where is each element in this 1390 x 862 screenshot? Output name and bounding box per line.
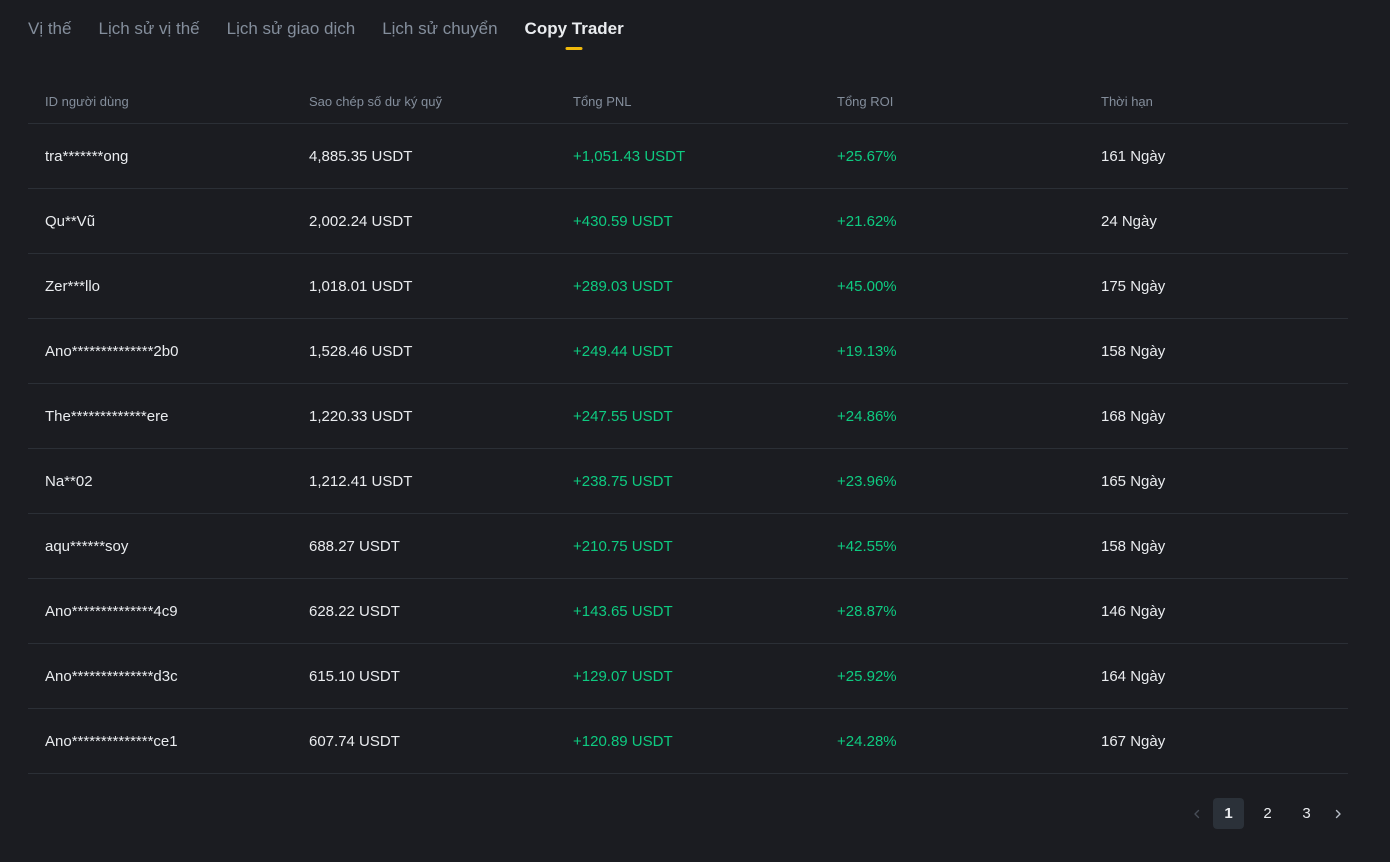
cell-total-roi: +23.96% — [837, 472, 897, 490]
page-button-3[interactable]: 3 — [1302, 805, 1311, 822]
cell-user-id: Ano**************d3c — [45, 667, 178, 685]
tab-transfer-history[interactable]: Lịch sử chuyển — [382, 0, 497, 39]
cell-copy-margin: 607.74 USDT — [309, 732, 400, 750]
cell-total-roi: +25.92% — [837, 667, 897, 685]
tab-label: Copy Trader — [524, 19, 624, 38]
active-tab-indicator — [565, 47, 583, 50]
cell-duration: 164 Ngày — [1101, 667, 1166, 685]
cell-total-pnl: +129.07 USDT — [573, 667, 673, 685]
tab-positions[interactable]: Vị thế — [28, 0, 71, 39]
table-header: ID người dùng Sao chép số dư ký quỹ Tổng… — [28, 79, 1348, 124]
cell-duration: 168 Ngày — [1101, 407, 1166, 425]
cell-user-id: The*************ere — [45, 407, 169, 425]
cell-copy-margin: 2,002.24 USDT — [309, 212, 413, 230]
copy-traders-table: ID người dùng Sao chép số dư ký quỹ Tổng… — [28, 79, 1348, 774]
table-row: Ano**************ce1 607.74 USDT +120.89… — [28, 709, 1348, 774]
cell-copy-margin: 1,528.46 USDT — [309, 342, 413, 360]
cell-copy-margin: 628.22 USDT — [309, 602, 400, 620]
table-row: The*************ere 1,220.33 USDT +247.5… — [28, 384, 1348, 449]
cell-copy-margin: 4,885.35 USDT — [309, 147, 413, 165]
cell-duration: 167 Ngày — [1101, 732, 1166, 750]
cell-total-pnl: +120.89 USDT — [573, 732, 673, 750]
cell-total-pnl: +210.75 USDT — [573, 537, 673, 555]
cell-copy-margin: 1,018.01 USDT — [309, 277, 413, 295]
header-total-roi: Tổng ROI — [837, 93, 894, 109]
chevron-left-icon — [1194, 809, 1200, 818]
cell-copy-margin: 688.27 USDT — [309, 537, 400, 555]
cell-total-roi: +19.13% — [837, 342, 897, 360]
cell-user-id: Ano**************2b0 — [45, 342, 179, 360]
cell-total-roi: +24.28% — [837, 732, 897, 750]
cell-total-roi: +28.87% — [837, 602, 897, 620]
page-button-1[interactable]: 1 — [1213, 798, 1244, 829]
cell-user-id: Zer***llo — [45, 277, 101, 295]
header-total-pnl: Tổng PNL — [573, 93, 632, 109]
cell-user-id: Ano**************ce1 — [45, 732, 178, 750]
cell-total-roi: +42.55% — [837, 537, 897, 555]
tab-bar: Vị thế Lịch sử vị thế Lịch sử giao dịch … — [28, 0, 651, 60]
cell-copy-margin: 1,212.41 USDT — [309, 472, 413, 490]
table-row: Ano**************4c9 628.22 USDT +143.65… — [28, 579, 1348, 644]
cell-duration: 175 Ngày — [1101, 277, 1166, 295]
cell-total-roi: +24.86% — [837, 407, 897, 425]
cell-user-id: Ano**************4c9 — [45, 602, 178, 620]
cell-total-pnl: +1,051.43 USDT — [573, 147, 686, 165]
tab-label: Lịch sử giao dịch — [226, 19, 356, 38]
cell-total-roi: +21.62% — [837, 212, 897, 230]
cell-user-id: aqu******soy — [45, 537, 129, 555]
cell-duration: 158 Ngày — [1101, 342, 1166, 360]
header-user-id: ID người dùng — [45, 93, 129, 109]
cell-duration: 24 Ngày — [1101, 212, 1157, 230]
prev-page-button[interactable] — [1185, 798, 1209, 829]
header-copy-margin: Sao chép số dư ký quỹ — [309, 93, 443, 109]
cell-total-pnl: +289.03 USDT — [573, 277, 673, 295]
tab-trade-history[interactable]: Lịch sử giao dịch — [227, 0, 356, 39]
cell-duration: 161 Ngày — [1101, 147, 1166, 165]
tab-position-history[interactable]: Lịch sử vị thế — [98, 0, 199, 39]
cell-total-roi: +25.67% — [837, 147, 897, 165]
table-row: tra*******ong 4,885.35 USDT +1,051.43 US… — [28, 124, 1348, 189]
tab-copy-trader[interactable]: Copy Trader — [524, 0, 624, 50]
cell-total-pnl: +143.65 USDT — [573, 602, 673, 620]
cell-duration: 165 Ngày — [1101, 472, 1166, 490]
cell-copy-margin: 1,220.33 USDT — [309, 407, 413, 425]
cell-user-id: Na**02 — [45, 472, 93, 490]
cell-duration: 158 Ngày — [1101, 537, 1166, 555]
tab-label: Lịch sử chuyển — [382, 19, 498, 38]
table-row: Zer***llo 1,018.01 USDT +289.03 USDT +45… — [28, 254, 1348, 319]
header-duration: Thời hạn — [1101, 93, 1153, 109]
tab-label: Vị thế — [28, 19, 72, 38]
cell-total-pnl: +249.44 USDT — [573, 342, 673, 360]
table-row: aqu******soy 688.27 USDT +210.75 USDT +4… — [28, 514, 1348, 579]
table-row: Na**02 1,212.41 USDT +238.75 USDT +23.96… — [28, 449, 1348, 514]
cell-total-pnl: +247.55 USDT — [573, 407, 673, 425]
tab-label: Lịch sử vị thế — [98, 19, 200, 38]
cell-duration: 146 Ngày — [1101, 602, 1166, 620]
cell-total-pnl: +430.59 USDT — [573, 212, 673, 230]
chevron-right-icon — [1335, 809, 1341, 818]
table-row: Ano**************2b0 1,528.46 USDT +249.… — [28, 319, 1348, 384]
cell-copy-margin: 615.10 USDT — [309, 667, 400, 685]
next-page-button[interactable] — [1326, 798, 1350, 829]
page-button-2[interactable]: 2 — [1263, 805, 1272, 822]
cell-total-pnl: +238.75 USDT — [573, 472, 673, 490]
pagination: 1 2 3 — [1185, 798, 1350, 829]
table-row: Qu**Vũ 2,002.24 USDT +430.59 USDT +21.62… — [28, 189, 1348, 254]
cell-total-roi: +45.00% — [837, 277, 897, 295]
table-row: Ano**************d3c 615.10 USDT +129.07… — [28, 644, 1348, 709]
cell-user-id: tra*******ong — [45, 147, 129, 165]
cell-user-id: Qu**Vũ — [45, 212, 96, 230]
